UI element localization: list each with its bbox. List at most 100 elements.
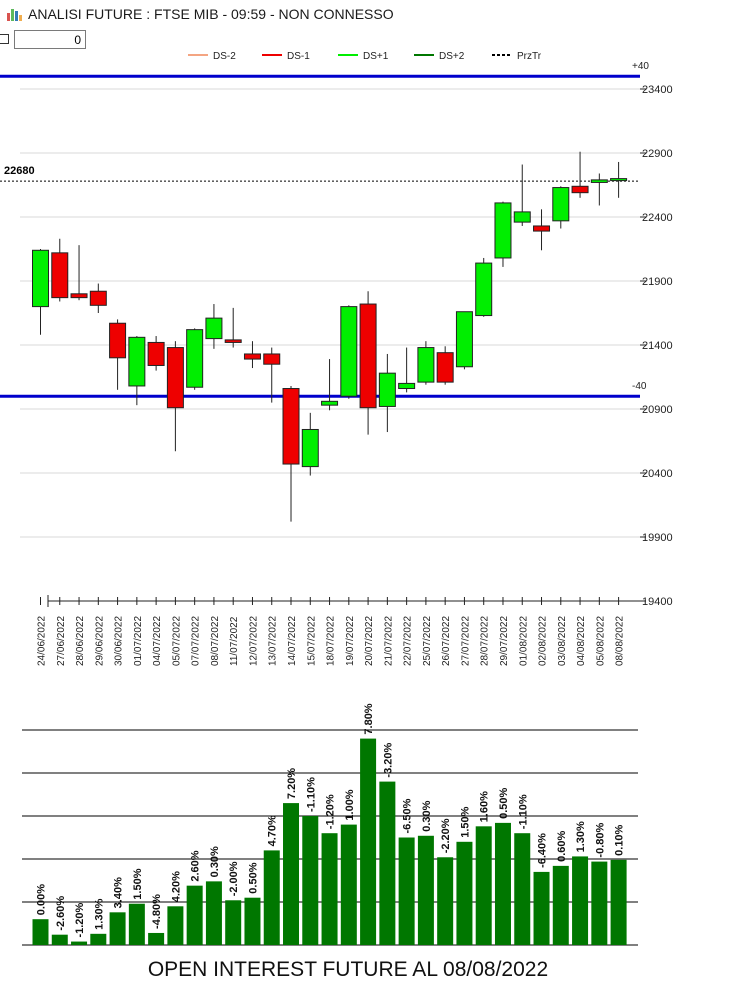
oi-bar[interactable] [71, 941, 88, 945]
oi-bar[interactable] [610, 859, 627, 945]
oi-bar[interactable] [225, 900, 242, 945]
oi-bar[interactable] [398, 837, 415, 946]
oi-bar[interactable] [32, 919, 49, 945]
candle-body[interactable] [321, 400, 339, 406]
toggle-checkbox[interactable] [0, 34, 9, 44]
candle-body[interactable] [340, 306, 358, 397]
candle-body[interactable] [610, 178, 628, 182]
window-title: ANALISI FUTURE : FTSE MIB - 09:59 - NON … [28, 6, 394, 22]
x-tick-label: 15/07/2022 [306, 616, 317, 666]
oi-bar[interactable] [437, 857, 454, 945]
x-tick-label: 05/07/2022 [171, 616, 182, 666]
oi-bar-label: -1.20% [325, 794, 337, 829]
candle-body[interactable] [166, 347, 184, 409]
oi-bar[interactable] [417, 835, 434, 945]
oi-bar[interactable] [283, 803, 300, 945]
candle-body[interactable] [186, 329, 204, 388]
candle-body[interactable] [398, 382, 416, 390]
candle-body[interactable] [109, 322, 127, 359]
oi-bar-label: 1.50% [132, 868, 144, 899]
oi-bar[interactable] [128, 903, 145, 945]
candle-body[interactable] [436, 352, 454, 383]
candle-body[interactable] [571, 185, 589, 194]
oi-bar[interactable] [340, 824, 357, 945]
oi-bar[interactable] [379, 781, 396, 945]
oi-bar-label: 1.30% [575, 821, 587, 852]
oi-bar[interactable] [302, 816, 319, 945]
oi-bar[interactable] [572, 856, 589, 945]
x-tick-label: 30/06/2022 [114, 616, 125, 666]
x-tick-label: 04/08/2022 [576, 616, 587, 666]
candle-body[interactable] [494, 202, 512, 259]
candle-body[interactable] [378, 372, 396, 407]
candle-body[interactable] [243, 353, 261, 360]
oi-bar[interactable] [494, 822, 511, 945]
oi-bar-label: 0.30% [421, 800, 433, 831]
x-tick-label: 28/07/2022 [480, 616, 491, 666]
oi-bar[interactable] [109, 912, 126, 945]
oi-bar[interactable] [552, 865, 569, 945]
candle-body[interactable] [475, 262, 493, 317]
oi-bar[interactable] [167, 906, 184, 945]
x-tick-label: 12/07/2022 [248, 616, 259, 666]
x-tick-label: 22/07/2022 [403, 616, 414, 666]
oi-bar[interactable] [51, 934, 68, 945]
oi-bar[interactable] [205, 881, 222, 945]
x-tick-label: 24/06/2022 [37, 616, 48, 666]
legend-label: DS+2 [439, 51, 465, 62]
oi-bar[interactable] [186, 885, 203, 945]
value-input[interactable] [14, 30, 86, 49]
candle-body[interactable] [147, 341, 165, 366]
oi-bar-label: -2.20% [440, 818, 452, 853]
y-tick-label: 22400 [642, 212, 673, 224]
candle-body[interactable] [263, 353, 281, 365]
oi-bar-label: 4.20% [170, 871, 182, 902]
candle-body[interactable] [359, 303, 377, 409]
candle-body[interactable] [32, 249, 49, 308]
oi-bar-label: 7.20% [286, 768, 298, 799]
oi-bar[interactable] [360, 738, 377, 945]
oi-chart-title: OPEN INTEREST FUTURE AL 08/08/2022 [148, 958, 548, 981]
candle-body[interactable] [282, 388, 300, 465]
oi-bar[interactable] [90, 933, 107, 945]
candle-body[interactable] [552, 187, 570, 222]
candle-body[interactable] [417, 347, 435, 383]
y-tick-label: 23400 [642, 84, 673, 96]
candle-body[interactable] [224, 339, 242, 343]
oi-bar[interactable] [475, 826, 492, 945]
oi-bar[interactable] [514, 833, 531, 945]
oi-bar-label: 1.00% [344, 789, 356, 820]
oi-bar[interactable] [321, 833, 338, 945]
oi-bar-label: 0.50% [247, 862, 259, 893]
y-tick-label: 19400 [642, 596, 673, 608]
candle-body[interactable] [301, 428, 319, 468]
candle-body[interactable] [70, 293, 88, 299]
y-tick-label: 20400 [642, 468, 673, 480]
y-tick-label: 20900 [642, 404, 673, 416]
x-tick-label: 19/07/2022 [345, 616, 356, 666]
oi-bar[interactable] [263, 850, 280, 945]
x-tick-label: 02/08/2022 [538, 616, 549, 666]
x-tick-label: 03/08/2022 [557, 616, 568, 666]
x-tick-label: 29/07/2022 [499, 616, 510, 666]
candle-body[interactable] [128, 336, 146, 387]
candle-body[interactable] [533, 225, 551, 232]
oi-bar-label: 1.50% [459, 806, 471, 837]
oi-bar[interactable] [148, 932, 165, 945]
oi-bar[interactable] [456, 841, 473, 945]
candle-body[interactable] [51, 252, 69, 299]
x-tick-label: 01/08/2022 [518, 616, 529, 666]
candle-body[interactable] [590, 179, 608, 183]
legend-label: DS-1 [287, 51, 310, 62]
candle-body[interactable] [205, 317, 223, 340]
candle-body[interactable] [513, 211, 531, 223]
x-tick-label: 27/07/2022 [460, 616, 471, 666]
oi-bar[interactable] [591, 861, 608, 945]
oi-bar[interactable] [244, 897, 261, 945]
candle-body[interactable] [455, 311, 473, 368]
oi-bar-label: 0.30% [209, 846, 221, 877]
y-tick-label: 21400 [642, 340, 673, 352]
candle-body[interactable] [89, 290, 107, 306]
oi-bar[interactable] [533, 871, 550, 945]
x-tick-label: 28/06/2022 [75, 616, 86, 666]
